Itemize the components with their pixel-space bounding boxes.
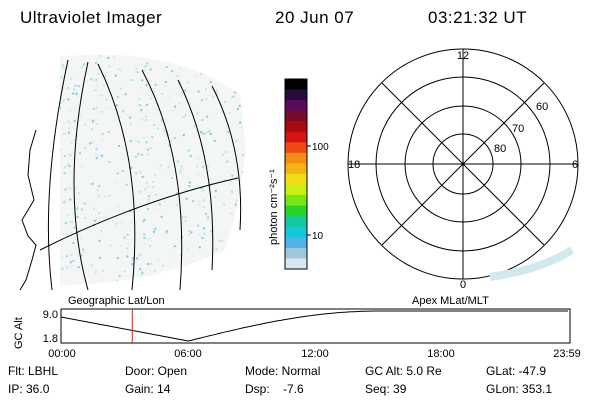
timeline-axis-label: GC Alt bbox=[13, 317, 25, 349]
colorbar-tick-100: 100 bbox=[312, 142, 329, 153]
x-tick-0600: 06:00 bbox=[174, 348, 202, 360]
geographic-map bbox=[19, 54, 246, 290]
x-tick-1200: 12:00 bbox=[301, 348, 329, 360]
mlt-12-label: 12 bbox=[457, 50, 469, 62]
status-ip: IP: 36.0 bbox=[8, 382, 50, 396]
colorbar: 100 10 photon cm⁻²s⁻¹ bbox=[268, 78, 329, 270]
mlt-6-label: 6 bbox=[572, 159, 578, 171]
y-tick-top: 9.0 bbox=[43, 309, 58, 321]
apex-title: Apex MLat/MLT bbox=[412, 295, 489, 307]
mlat-80-label: 80 bbox=[494, 143, 506, 155]
colorbar-unit-label: photon cm⁻²s⁻¹ bbox=[268, 169, 280, 245]
status-seq: Seq: 39 bbox=[365, 382, 407, 396]
status-glat: GLat: -47.9 bbox=[486, 364, 547, 378]
instrument-title: Ultraviolet Imager bbox=[20, 8, 163, 27]
date-label: 20 Jun 07 bbox=[275, 8, 355, 27]
timeline-frame bbox=[60, 308, 571, 344]
latitude-line bbox=[39, 177, 239, 251]
polar-plot: 12 0 18 6 60 70 80 bbox=[347, 48, 579, 290]
imager-disk bbox=[60, 54, 246, 285]
status-gcalt: GC Alt: 5.0 Re bbox=[365, 364, 442, 378]
geographic-title: Geographic Lat/Lon bbox=[68, 295, 165, 307]
status-dsp: Dsp: -7.6 bbox=[245, 382, 304, 396]
time-label: 03:21:32 UT bbox=[428, 8, 528, 27]
mlat-70-label: 70 bbox=[512, 123, 524, 135]
y-tick-bottom: 1.8 bbox=[43, 333, 58, 345]
status-mode: Mode: Normal bbox=[245, 364, 321, 378]
status-flt: Flt: LBHL bbox=[8, 364, 59, 378]
colorbar-tick-10: 10 bbox=[312, 231, 324, 242]
mlat-60-label: 60 bbox=[536, 101, 548, 113]
status-gain: Gain: 14 bbox=[125, 382, 171, 396]
longitude-grid bbox=[47, 59, 242, 290]
mlt-0-label: 0 bbox=[460, 279, 466, 290]
x-tick-2359: 23:59 bbox=[553, 348, 581, 360]
x-tick-1800: 18:00 bbox=[427, 348, 455, 360]
x-tick-0000: 00:00 bbox=[48, 348, 76, 360]
status-door: Door: Open bbox=[125, 364, 188, 378]
coastline bbox=[19, 129, 37, 290]
colorbar-gradient bbox=[285, 79, 307, 270]
altitude-timeline: GC Alt 9.0 1.8 00:00 06:00 12:00 18:00 2… bbox=[13, 308, 581, 360]
mlt-18-label: 18 bbox=[348, 159, 360, 171]
status-glon: GLon: 353.1 bbox=[486, 382, 553, 396]
altitude-curve bbox=[60, 310, 568, 342]
